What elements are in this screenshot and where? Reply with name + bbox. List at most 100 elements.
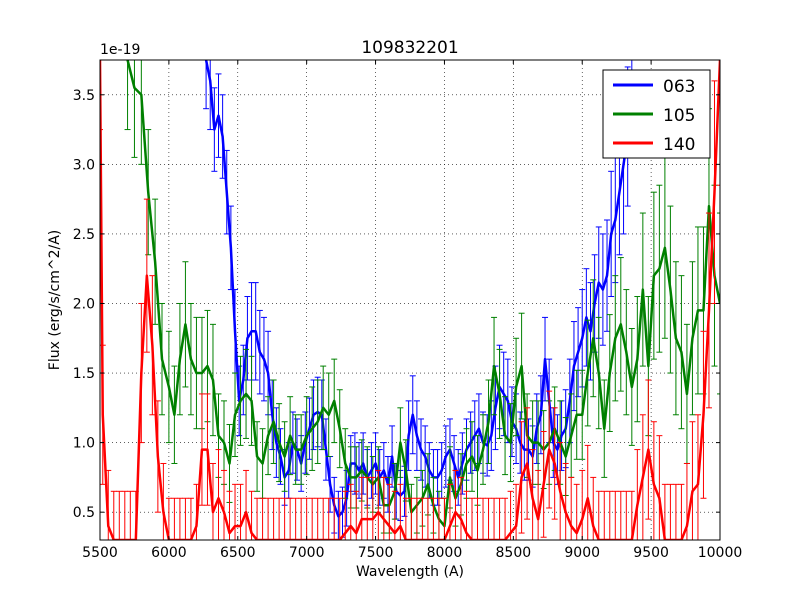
data-point (642, 476, 644, 479)
series-layer (100, 60, 720, 540)
data-point (206, 448, 209, 451)
data-point (245, 511, 247, 513)
data-point (520, 365, 523, 367)
data-point (316, 420, 319, 423)
data-point (476, 469, 479, 472)
legend-label-063: 063 (663, 77, 695, 97)
data-point (564, 511, 567, 513)
legend-label-140: 140 (663, 135, 695, 155)
data-point (161, 358, 163, 360)
series-140-line (100, 60, 720, 540)
data-point (618, 191, 621, 193)
data-point (217, 434, 220, 437)
data-point (263, 358, 265, 360)
data-point (242, 379, 245, 381)
data-point (162, 511, 165, 513)
data-point (575, 532, 578, 534)
x-axis-label: Wavelength (A) (356, 564, 464, 580)
data-point (490, 434, 493, 437)
x-tick-label: 10000 (698, 545, 743, 561)
data-point (597, 372, 600, 374)
data-point (575, 413, 578, 416)
plot-frame (99, 59, 721, 541)
data-point (173, 413, 176, 416)
data-point (548, 448, 550, 451)
data-point (686, 525, 688, 527)
data-point (239, 525, 242, 527)
data-point (101, 413, 104, 416)
data-point (478, 427, 480, 430)
x-tick-label: 8000 (427, 545, 463, 561)
data-point (147, 191, 150, 193)
data-point (537, 518, 539, 520)
data-point (366, 518, 369, 520)
data-point (454, 511, 457, 513)
data-point (190, 358, 192, 360)
data-point (669, 288, 672, 291)
data-point (360, 518, 363, 520)
y-offset-label: 1e-19 (100, 42, 140, 58)
data-point (515, 525, 517, 527)
data-point (697, 309, 699, 312)
data-point (702, 309, 705, 312)
data-point (436, 476, 439, 479)
data-point (560, 434, 563, 437)
data-point (140, 372, 143, 374)
data-point (614, 219, 617, 221)
data-point (256, 455, 258, 458)
data-point (275, 441, 278, 444)
data-point (322, 407, 325, 409)
data-point (271, 413, 274, 416)
data-point (383, 518, 385, 520)
data-point (520, 476, 523, 479)
data-point (312, 413, 315, 416)
data-point (223, 441, 225, 444)
data-point (559, 490, 561, 493)
data-point (552, 441, 555, 444)
data-point (592, 525, 595, 527)
data-point (394, 532, 396, 534)
data-point (487, 420, 490, 423)
data-point (201, 448, 203, 451)
data-point (250, 330, 253, 333)
data-point (374, 462, 377, 465)
data-point (184, 323, 187, 326)
data-point (344, 532, 347, 534)
data-point (592, 337, 595, 340)
data-point (586, 497, 589, 500)
chart-title: 109832201 (361, 38, 458, 58)
data-point (493, 365, 495, 367)
data-point (420, 448, 422, 451)
data-point (531, 441, 534, 444)
y-tick-label: 1.5 (73, 366, 95, 382)
x-tick-label: 6500 (220, 545, 256, 561)
data-point (461, 462, 464, 465)
data-point (209, 80, 212, 82)
data-point (225, 191, 228, 193)
data-point (362, 462, 364, 465)
data-point (570, 525, 572, 527)
x-tick-label: 8500 (496, 545, 532, 561)
y-tick-label: 0.5 (73, 505, 95, 521)
data-point (515, 386, 517, 388)
data-point (553, 462, 556, 465)
data-point (377, 511, 380, 513)
data-point (469, 441, 472, 444)
x-tick-label: 7000 (289, 545, 325, 561)
data-point (349, 525, 352, 527)
data-point (300, 448, 302, 451)
data-point (542, 483, 545, 486)
data-point (581, 337, 584, 340)
data-point (234, 330, 236, 333)
data-point (294, 448, 297, 451)
data-point (602, 288, 604, 291)
data-point (691, 490, 694, 493)
legend: 063 105 140 (602, 69, 711, 159)
data-point (403, 490, 406, 493)
data-point (289, 434, 291, 437)
data-point (465, 462, 468, 465)
data-point (383, 469, 385, 472)
data-point (250, 400, 253, 402)
data-point (586, 372, 589, 374)
